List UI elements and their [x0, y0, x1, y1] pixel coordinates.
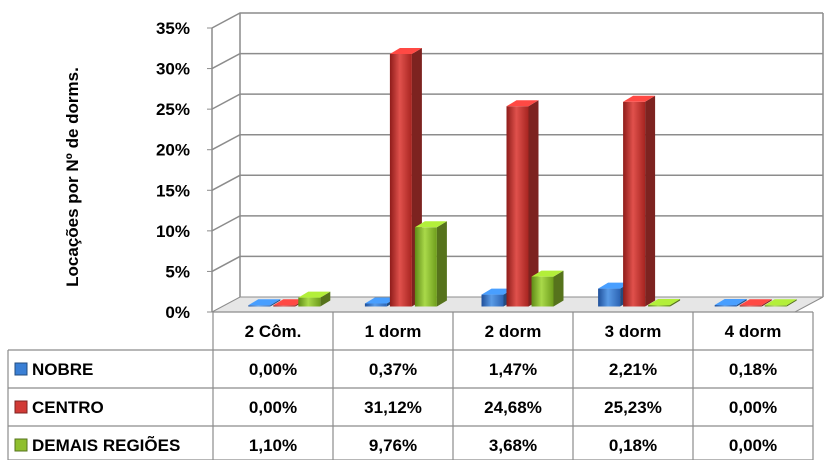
data-label: 2,21% — [609, 360, 657, 379]
bar — [714, 299, 747, 307]
y-tick-label: 15% — [156, 181, 190, 200]
x-tick-label: 4 dorm — [725, 322, 782, 341]
gridline — [211, 52, 823, 70]
y-tick-label: 5% — [165, 262, 190, 281]
bar — [414, 221, 447, 307]
bar-front — [364, 303, 387, 307]
bar — [298, 291, 331, 307]
data-label: 0,00% — [729, 398, 777, 417]
data-table: 2 Côm. 1 dorm 2 dorm 3 dorm 4 dorm NOBRE 0,00%… — [7, 311, 814, 460]
bar-front — [389, 53, 412, 307]
bar-front — [764, 305, 787, 307]
bar-top — [481, 288, 514, 295]
legend-label: DEMAIS REGIÕES — [32, 435, 180, 455]
bar-front — [648, 305, 671, 307]
data-label: 0,00% — [249, 360, 297, 379]
data-label: 9,76% — [369, 436, 417, 455]
bar-front — [623, 101, 646, 307]
bar-front — [739, 305, 762, 307]
y-tick-label: 30% — [156, 60, 190, 79]
bar-top — [598, 282, 631, 289]
bar-side — [528, 100, 539, 307]
bar — [764, 299, 797, 307]
bar-top — [739, 299, 772, 306]
data-label: 0,18% — [609, 436, 657, 455]
bars — [248, 47, 797, 307]
legend-label: CENTRO — [32, 398, 104, 417]
bar — [623, 95, 656, 307]
bar-top — [273, 299, 306, 306]
bar-side — [670, 299, 681, 307]
bar-front — [414, 227, 437, 307]
gridline — [211, 93, 823, 110]
bar-front — [598, 288, 621, 307]
x-tick-label: 2 Côm. — [245, 322, 302, 341]
bar-side — [270, 299, 281, 307]
x-tick-label: 1 dorm — [365, 322, 422, 341]
data-label: 0,37% — [369, 360, 417, 379]
bar-front — [481, 294, 504, 307]
y-tick-label: 35% — [156, 19, 190, 38]
bar-top — [506, 100, 539, 107]
bar — [506, 100, 539, 307]
bar-top — [364, 297, 397, 304]
bar-side — [553, 270, 564, 307]
bar-side — [761, 299, 772, 307]
x-tick-label: 3 dorm — [605, 322, 662, 341]
data-label: 31,12% — [364, 398, 422, 417]
y-tick-label: 25% — [156, 100, 190, 119]
bar-top — [714, 299, 747, 306]
legend-swatch — [14, 400, 28, 414]
bar-side — [786, 299, 797, 307]
legend-swatch — [14, 438, 28, 452]
x-tick-label: 2 dorm — [485, 322, 542, 341]
bar-top — [248, 299, 281, 306]
bar-side — [436, 221, 447, 307]
bar-side — [645, 95, 656, 307]
data-label: 3,68% — [489, 436, 537, 455]
data-label: 0,00% — [729, 436, 777, 455]
bar-top — [764, 299, 797, 306]
bar-top — [531, 270, 564, 277]
bar-front — [714, 305, 737, 307]
bar — [531, 270, 564, 307]
bar-front — [273, 305, 296, 307]
bar-side — [736, 299, 747, 307]
gridline — [211, 12, 823, 29]
data-label: 0,18% — [729, 360, 777, 379]
bar-top — [414, 221, 447, 228]
bar-front — [506, 106, 529, 307]
bar-top — [623, 95, 656, 102]
bar-side — [320, 291, 331, 307]
data-label: 0,00% — [249, 398, 297, 417]
y-axis: 0% 5% 10% 15% 20% 25% 30% 35% — [156, 19, 212, 322]
bar-top — [389, 47, 422, 54]
bar — [648, 299, 681, 307]
bar-front — [531, 276, 554, 307]
y-tick-label: 10% — [156, 222, 190, 241]
data-label: 24,68% — [484, 398, 542, 417]
y-tick-label: 20% — [156, 141, 190, 160]
bar-top — [298, 291, 331, 298]
data-label: 1,47% — [489, 360, 537, 379]
y-axis-label: Locações por Nº de dorms. — [63, 67, 82, 287]
data-label: 25,23% — [604, 398, 662, 417]
data-label: 1,10% — [249, 436, 297, 455]
y-tick-label: 0% — [165, 303, 190, 322]
bar — [739, 299, 772, 307]
legend-swatch — [14, 362, 28, 376]
bar-top — [648, 299, 681, 306]
legend-label: NOBRE — [32, 360, 93, 379]
bar — [248, 299, 281, 307]
bar-front — [248, 305, 271, 307]
bar-front — [298, 297, 321, 307]
